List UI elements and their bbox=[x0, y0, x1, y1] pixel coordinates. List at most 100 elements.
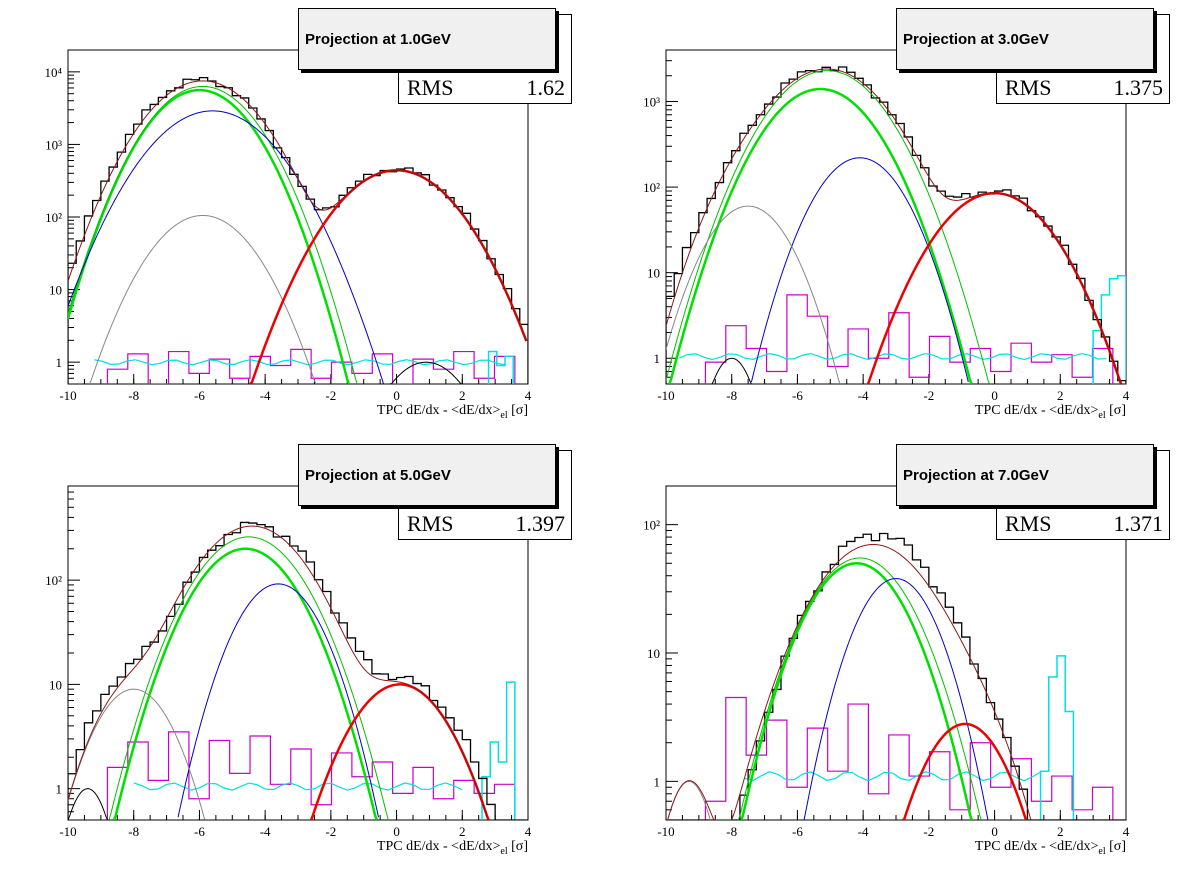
electron-fit-curve bbox=[902, 722, 1028, 820]
x-tick-label: -2 bbox=[923, 824, 934, 839]
plot-panel: -10 -8 -6 -4 -2 0 2 4 1 10 10² TPC dE/dx - <dE/dx>e… bbox=[598, 436, 1196, 872]
proton-fit-curve bbox=[68, 688, 207, 820]
x-tick-label: 2 bbox=[459, 388, 466, 403]
x-tick-label: 2 bbox=[1057, 824, 1064, 839]
ratio-histogram bbox=[487, 350, 514, 384]
y-tick-label: 1 bbox=[654, 351, 661, 366]
y-tick-label: 10³ bbox=[643, 95, 660, 110]
plot-panel: -10 -8 -6 -4 -2 0 2 4 1 10 10² 10³ 10⁴ TPC dE/dx - <d… bbox=[0, 0, 598, 436]
pion_thin-fit-curve bbox=[737, 557, 982, 820]
x-axis-label: TPC dE/dx - <dE/dx>el [σ] bbox=[975, 839, 1126, 857]
x-tick-label: -6 bbox=[792, 824, 803, 839]
stats-label: RMS bbox=[407, 75, 454, 100]
y-tick-label: 10⁴ bbox=[44, 65, 62, 80]
data_fit-fit-curve bbox=[711, 357, 752, 384]
x-tick-label: 2 bbox=[1057, 388, 1064, 403]
plot-panel: -10 -8 -6 -4 -2 0 2 4 1 10 10² TPC dE/dx - <dE/dx>e… bbox=[0, 436, 598, 872]
stats-label: RMS bbox=[407, 511, 454, 536]
data_fit-fit-curve bbox=[68, 788, 108, 820]
x-tick-label: -4 bbox=[858, 388, 869, 403]
pion_thin-fit-curve bbox=[108, 536, 389, 820]
ratio-curve bbox=[744, 771, 1041, 782]
x-tick-label: -4 bbox=[260, 824, 271, 839]
data_fit-fit-curve bbox=[389, 361, 463, 384]
electron-fit-curve bbox=[866, 191, 1123, 384]
y-tick-label: 10 bbox=[647, 646, 660, 661]
x-tick-label: -2 bbox=[923, 388, 934, 403]
x-tick-label: 2 bbox=[459, 824, 466, 839]
y-tick-label: 10 bbox=[49, 283, 62, 298]
x-tick-label: 0 bbox=[991, 388, 998, 403]
kaon-fit-curve bbox=[803, 578, 989, 820]
x-tick-label: 4 bbox=[1123, 824, 1130, 839]
chart-title: Projection at 1.0GeV bbox=[298, 8, 556, 70]
x-axis-label: TPC dE/dx - <dE/dx>el [σ] bbox=[377, 403, 528, 421]
total-fit-curve bbox=[68, 80, 527, 342]
total-fit-curve bbox=[667, 543, 1033, 820]
kaon-fit-curve bbox=[750, 157, 969, 383]
stats-value: 1.371 bbox=[1113, 511, 1164, 536]
stats-value: 1.62 bbox=[526, 75, 566, 100]
x-tick-label: 4 bbox=[525, 388, 532, 403]
pion-fit-curve bbox=[112, 547, 379, 820]
chart-svg: -10 -8 -6 -4 -2 0 2 4 1 10 10² TPC dE/dx - <dE/dx>e… bbox=[643, 485, 1130, 857]
pion_thin-fit-curve bbox=[68, 85, 358, 384]
ratio-histogram bbox=[1039, 655, 1075, 820]
y-tick-label: 10² bbox=[45, 210, 62, 225]
plot-area bbox=[68, 521, 528, 820]
x-tick-label: -4 bbox=[858, 824, 869, 839]
x-tick-label: -8 bbox=[128, 824, 139, 839]
y-tick-label: 1 bbox=[56, 782, 63, 797]
y-tick-label: 10³ bbox=[45, 137, 62, 152]
ratio-curve bbox=[94, 359, 506, 366]
x-axis-label: TPC dE/dx - <dE/dx>el [σ] bbox=[377, 839, 528, 857]
chart-title: Projection at 5.0GeV bbox=[298, 444, 556, 506]
x-axis-label: TPC dE/dx - <dE/dx>el [σ] bbox=[975, 403, 1126, 421]
x-tick-label: -6 bbox=[792, 388, 803, 403]
other-species-histogram bbox=[106, 348, 516, 384]
chart-svg: -10 -8 -6 -4 -2 0 2 4 1 10 10² TPC dE/dx - <dE/dx>e… bbox=[45, 485, 532, 857]
x-tick-label: -6 bbox=[194, 824, 205, 839]
ratio-histogram bbox=[481, 681, 516, 820]
y-tick-label: 1 bbox=[654, 774, 661, 789]
proton-fit-curve bbox=[666, 205, 841, 384]
kaon-fit-curve bbox=[177, 583, 379, 818]
plot-area bbox=[666, 532, 1126, 820]
plot-area bbox=[68, 77, 528, 384]
y-tick-label: 10 bbox=[647, 266, 660, 281]
x-tick-label: 0 bbox=[991, 824, 998, 839]
proton-fit-curve bbox=[88, 214, 317, 384]
x-tick-label: -6 bbox=[194, 388, 205, 403]
other-species-histogram bbox=[704, 294, 1114, 384]
x-tick-label: -2 bbox=[325, 388, 336, 403]
x-tick-label: 4 bbox=[525, 824, 532, 839]
x-tick-label: -4 bbox=[260, 388, 271, 403]
x-tick-label: -10 bbox=[657, 824, 674, 839]
x-tick-label: -10 bbox=[59, 388, 76, 403]
other-species-histogram bbox=[106, 731, 516, 820]
x-tick-label: -8 bbox=[726, 388, 737, 403]
chart-svg: -10 -8 -6 -4 -2 0 2 4 1 10 10² 10³ TPC dE/dx - <dE/d… bbox=[643, 49, 1130, 421]
stats-label: RMS bbox=[1005, 75, 1052, 100]
y-tick-label: 10² bbox=[643, 180, 660, 195]
y-tick-label: 10² bbox=[643, 518, 660, 533]
chart-svg: -10 -8 -6 -4 -2 0 2 4 1 10 10² 10³ 10⁴ TPC dE/dx - <d… bbox=[44, 49, 532, 421]
data-histogram bbox=[68, 77, 528, 384]
pion-fit-curve bbox=[668, 87, 973, 384]
x-tick-label: 0 bbox=[393, 388, 400, 403]
x-tick-label: -8 bbox=[128, 388, 139, 403]
x-tick-label: -10 bbox=[657, 388, 674, 403]
ratio-curve bbox=[133, 782, 463, 791]
ratio-histogram bbox=[1092, 275, 1126, 384]
total-fit-curve bbox=[666, 68, 1122, 384]
pion-fit-curve bbox=[740, 562, 973, 820]
data-histogram bbox=[68, 521, 528, 820]
x-tick-label: -8 bbox=[726, 824, 737, 839]
y-tick-label: 10 bbox=[49, 677, 62, 692]
pion-fit-curve bbox=[68, 88, 351, 384]
stats-value: 1.397 bbox=[515, 511, 566, 536]
x-tick-label: 4 bbox=[1123, 388, 1130, 403]
data-histogram bbox=[666, 66, 1126, 384]
stats-label: RMS bbox=[1005, 511, 1052, 536]
